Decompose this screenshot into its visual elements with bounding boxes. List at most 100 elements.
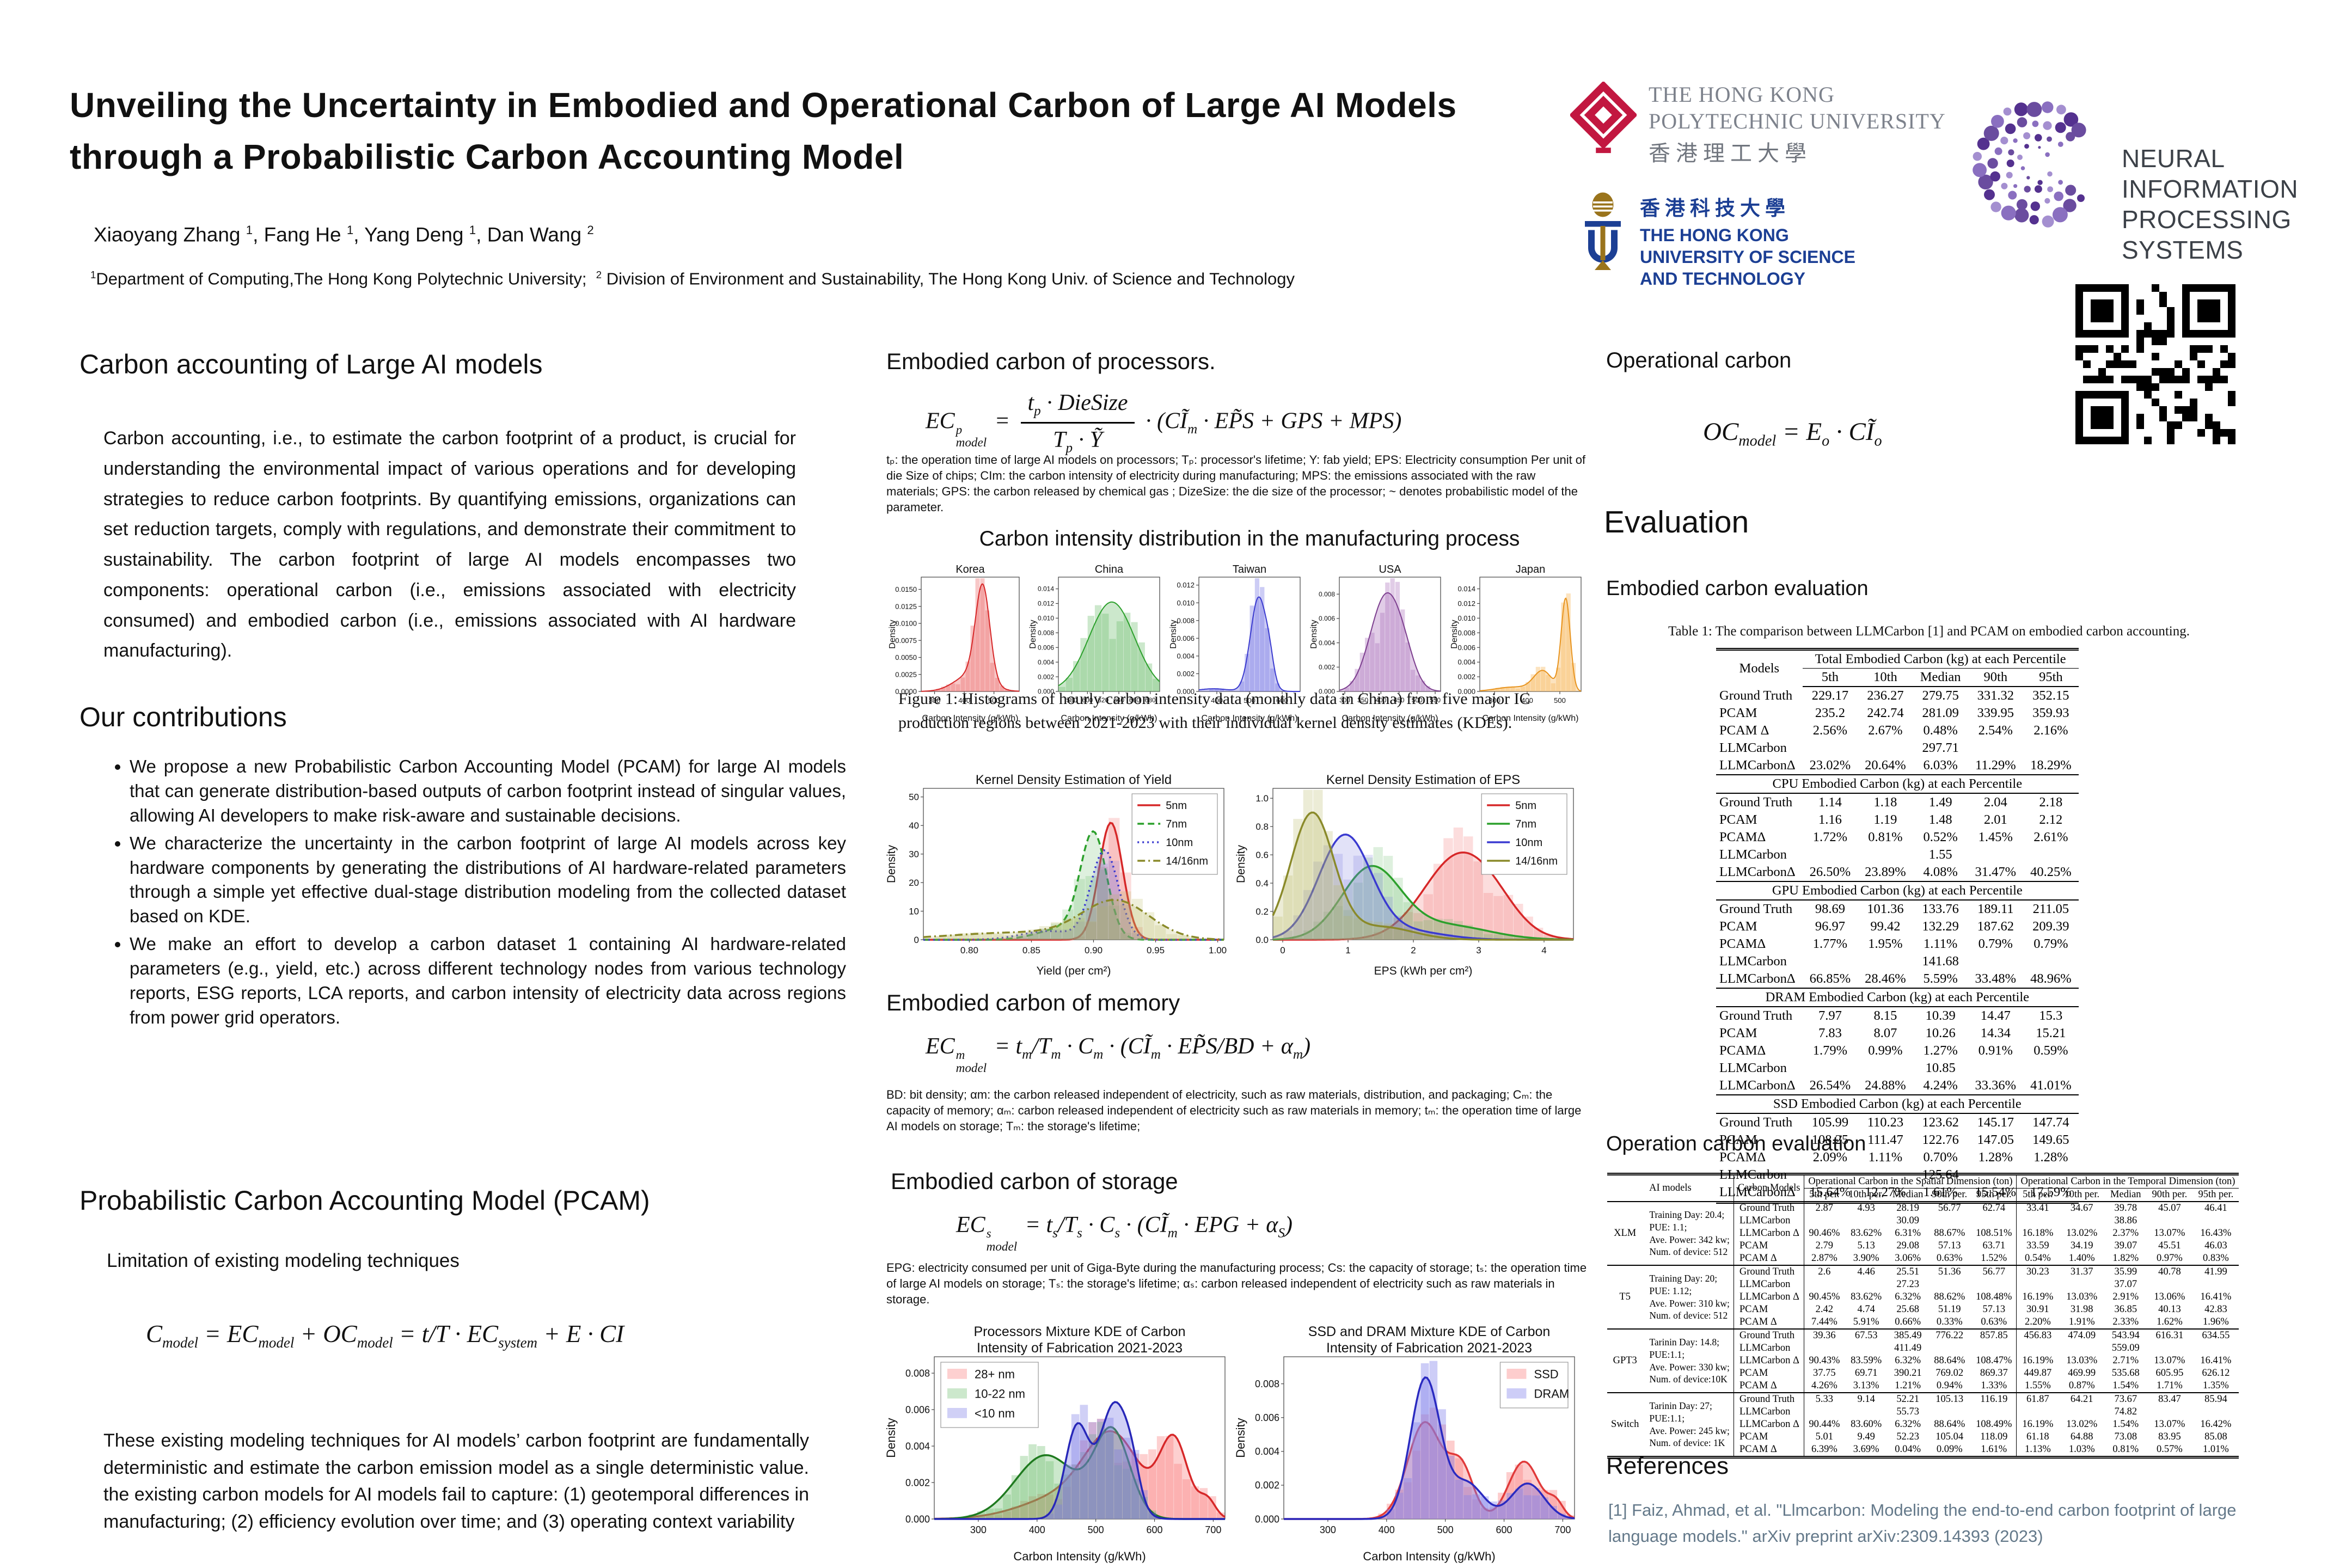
svg-text:0.000: 0.000 (1177, 688, 1195, 696)
svg-text:0.0000: 0.0000 (895, 688, 917, 696)
svg-text:0.002: 0.002 (1319, 664, 1335, 671)
svg-text:Taiwan: Taiwan (1233, 564, 1266, 575)
svg-text:0.000: 0.000 (1255, 1514, 1279, 1524)
svg-text:0.006: 0.006 (905, 1404, 930, 1415)
svg-text:0.002: 0.002 (1177, 670, 1195, 678)
svg-text:10: 10 (909, 906, 919, 916)
svg-text:500: 500 (988, 696, 1000, 705)
section-contributions-heading: Our contributions (79, 702, 287, 732)
svg-text:USA: USA (1379, 564, 1401, 575)
svg-text:0.0125: 0.0125 (895, 602, 917, 610)
svg-text:500: 500 (1412, 696, 1423, 704)
svg-text:0.0050: 0.0050 (895, 653, 917, 661)
svg-text:300: 300 (1489, 696, 1500, 705)
svg-text:0.0100: 0.0100 (895, 620, 917, 628)
svg-text:0.008: 0.008 (905, 1368, 930, 1379)
svg-text:300: 300 (929, 696, 941, 705)
svg-text:2: 2 (1411, 945, 1416, 955)
operation-carbon-table-grid: AI models Carbon Models Operational Carbon… (1607, 1173, 2239, 1459)
svg-text:5nm: 5nm (1515, 800, 1536, 812)
svg-text:0.010: 0.010 (1457, 614, 1475, 622)
svg-text:680: 680 (1145, 696, 1156, 704)
svg-text:350: 350 (1357, 696, 1368, 704)
svg-text:0.004: 0.004 (1038, 658, 1054, 666)
storage-heading: Embodied carbon of storage (891, 1168, 1178, 1194)
svg-text:Density: Density (1169, 620, 1178, 648)
neurips-name-line1: NEURAL INFORMATION (2122, 144, 2299, 204)
hkust-emblem-icon (1577, 192, 1629, 276)
svg-text:300: 300 (1339, 696, 1350, 704)
svg-text:50: 50 (909, 792, 919, 803)
svg-text:0.2: 0.2 (1255, 906, 1269, 917)
svg-text:500: 500 (1088, 1524, 1104, 1535)
svg-text:Intensity of Fabrication 2021-: Intensity of Fabrication 2021-2023 (1326, 1340, 1532, 1356)
svg-text:0: 0 (914, 935, 919, 945)
hkust-name-line2: UNIVERSITY OF SCIENCE (1640, 247, 1855, 267)
svg-text:4: 4 (1541, 945, 1546, 955)
svg-text:0.008: 0.008 (1457, 629, 1475, 637)
svg-text:Carbon Intensity (g/kWh): Carbon Intensity (g/kWh) (1363, 1549, 1495, 1563)
processors-heading: Embodied carbon of processors. (886, 348, 1216, 374)
svg-text:Density: Density (1309, 620, 1319, 648)
qr-code (2075, 284, 2235, 447)
svg-text:SSD and DRAM Mixture KDE of Ca: SSD and DRAM Mixture KDE of Carbon (1308, 1324, 1551, 1339)
processors-equation: EC p model = tp · DieSize Tp · Ỹ · (CĨm · … (926, 390, 1402, 456)
svg-text:Density: Density (1236, 844, 1247, 883)
svg-text:0.008: 0.008 (1177, 616, 1195, 624)
svg-text:300: 300 (970, 1524, 987, 1535)
svg-text:Carbon Intensity (g/kWh): Carbon Intensity (g/kWh) (1483, 714, 1579, 723)
korea-kde-chart: Korea 0.0000 0.0025 0.0050 0.0075 0.0100 0.012… (886, 561, 1024, 730)
fig1-heading: Carbon intensity distribution in the man… (979, 527, 1520, 550)
poster-title: Unveiling the Uncertainty in Embodied an… (70, 85, 1457, 176)
ssd-dram-mixture-kde-chart: SSD and DRAM Mixture KDE of Carbon Intens… (1234, 1309, 1581, 1568)
svg-text:China: China (1095, 564, 1124, 575)
kde-plots: Kernel Density Estimation of Yield 0 10 20 3… (885, 764, 1581, 984)
svg-text:14/16nm: 14/16nm (1515, 855, 1558, 867)
section-carbon-accounting-heading: Carbon accounting of Large AI models (79, 349, 543, 379)
svg-text:0.002: 0.002 (1038, 673, 1054, 681)
svg-text:400: 400 (1521, 696, 1533, 705)
svg-text:640: 640 (1113, 696, 1124, 704)
storage-notes: EPG: electricity consumed per unit of Gi… (886, 1261, 1587, 1307)
svg-text:0.014: 0.014 (1038, 585, 1054, 593)
svg-text:500: 500 (1554, 696, 1566, 705)
svg-text:550: 550 (1430, 696, 1441, 704)
svg-text:0.004: 0.004 (1319, 639, 1335, 647)
svg-text:Intensity of Fabrication 2021-: Intensity of Fabrication 2021-2023 (977, 1340, 1183, 1356)
memory-notes: BD: bit density; αm: the carbon released… (886, 1088, 1582, 1134)
embodied-carbon-table-grid: Models Total Embodied Carbon (kg) at each… (1716, 648, 2079, 1204)
svg-text:0.010: 0.010 (1038, 615, 1054, 622)
svg-text:0.0: 0.0 (1255, 935, 1269, 945)
svg-text:600: 600 (1147, 1524, 1163, 1535)
svg-text:Density: Density (886, 1418, 898, 1457)
svg-text:Kernel Density Estimation of Y: Kernel Density Estimation of Yield (976, 773, 1172, 787)
operational-carbon-heading: Operational carbon (1606, 348, 1792, 372)
svg-text:620: 620 (1098, 696, 1108, 704)
hkust-name-cn: 香港科技大學 (1640, 197, 1790, 219)
processors-notes: tₚ: the operation time of large AI model… (886, 453, 1586, 514)
svg-text:700: 700 (1554, 1524, 1571, 1535)
svg-text:SSD: SSD (1534, 1368, 1558, 1381)
hkust-name-line1: THE HONG KONG (1640, 225, 1789, 245)
table1-caption: Table 1: The comparison between LLMCarbo… (1668, 624, 2190, 639)
svg-text:<10 nm: <10 nm (975, 1407, 1015, 1420)
svg-text:400: 400 (1211, 696, 1223, 705)
svg-text:0.008: 0.008 (1319, 590, 1335, 598)
svg-text:0.008: 0.008 (1038, 629, 1054, 637)
svg-text:600: 600 (1082, 696, 1093, 704)
svg-text:0.012: 0.012 (1038, 600, 1054, 608)
svg-text:1.00: 1.00 (1209, 945, 1227, 955)
svg-text:700: 700 (1205, 1524, 1221, 1535)
svg-text:Carbon Intensity (g/kWh): Carbon Intensity (g/kWh) (922, 714, 1019, 723)
limitation-equation: Cmodel = ECmodel + OCmodel = t/T · ECsys… (146, 1320, 624, 1351)
svg-text:500: 500 (1437, 1524, 1454, 1535)
svg-text:0.4: 0.4 (1255, 878, 1269, 889)
svg-text:0: 0 (1280, 945, 1285, 955)
figure1-panels: Korea 0.0000 0.0025 0.0050 0.0075 0.0100 0.012… (886, 561, 1585, 730)
svg-text:Density: Density (1236, 1418, 1247, 1457)
svg-text:0.0075: 0.0075 (895, 636, 917, 645)
svg-text:600: 600 (1496, 1524, 1512, 1535)
carbon-accounting-paragraph: Carbon accounting, i.e., to estimate the… (103, 428, 796, 661)
references-heading: References (1606, 1453, 1729, 1479)
svg-text:0.000: 0.000 (905, 1514, 930, 1524)
